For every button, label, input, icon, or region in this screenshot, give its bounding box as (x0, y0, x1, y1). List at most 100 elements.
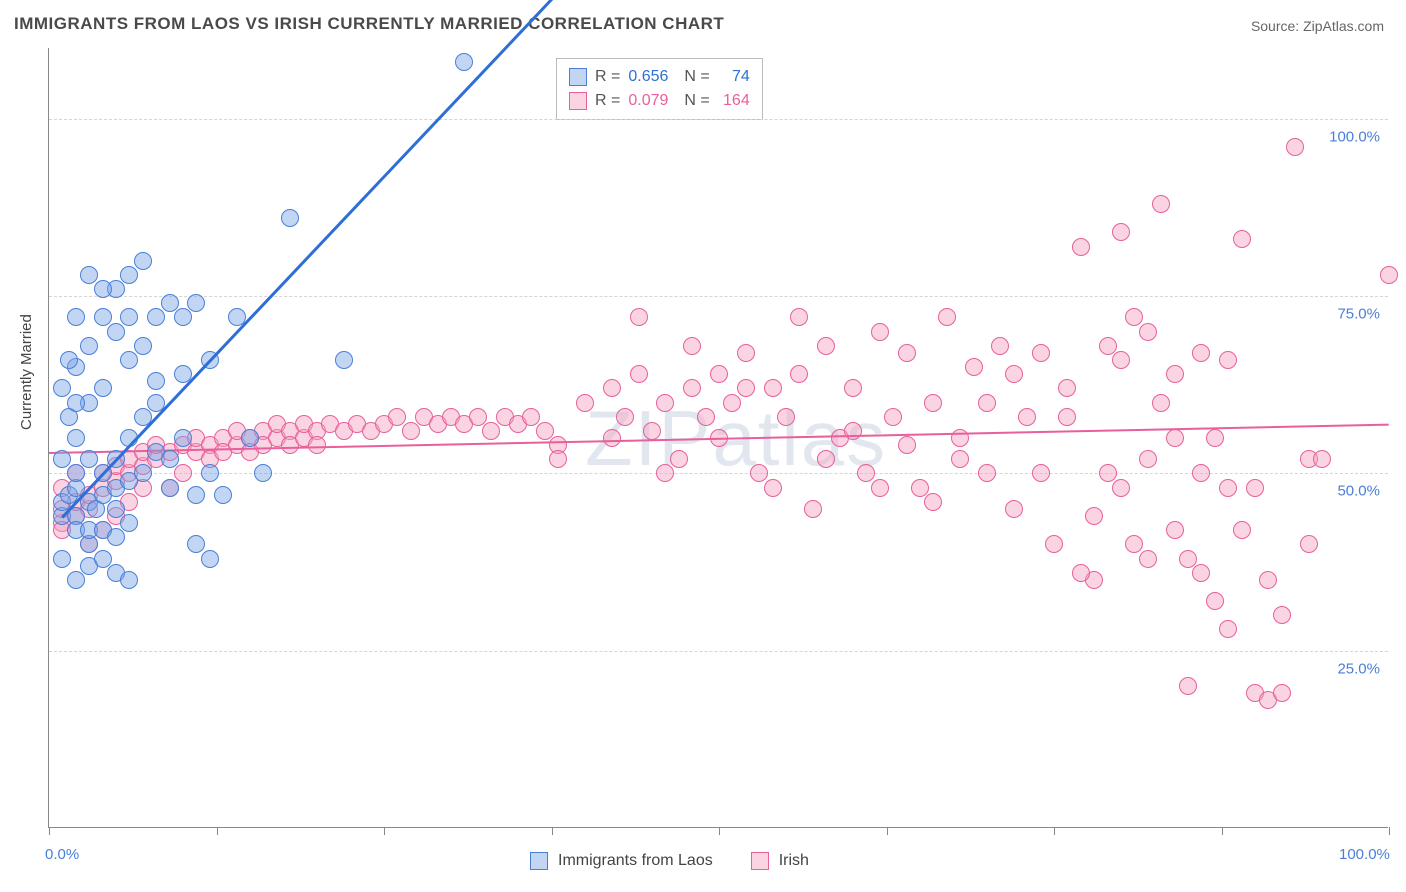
data-point (1125, 308, 1143, 326)
data-point (134, 337, 152, 355)
data-point (80, 266, 98, 284)
data-point (388, 408, 406, 426)
data-point (1206, 429, 1224, 447)
legend-label-laos: Immigrants from Laos (558, 852, 713, 870)
data-point (67, 571, 85, 589)
data-point (1259, 571, 1277, 589)
data-point (710, 365, 728, 383)
data-point (924, 394, 942, 412)
data-point (1179, 550, 1197, 568)
data-point (898, 436, 916, 454)
data-point (643, 422, 661, 440)
data-point (951, 450, 969, 468)
data-point (1246, 479, 1264, 497)
data-point (201, 550, 219, 568)
data-point (53, 379, 71, 397)
data-point (455, 53, 473, 71)
legend-swatch-irish (751, 852, 769, 870)
data-point (1032, 464, 1050, 482)
data-point (1139, 450, 1157, 468)
data-point (536, 422, 554, 440)
data-point (174, 429, 192, 447)
data-point (120, 308, 138, 326)
data-point (857, 464, 875, 482)
data-point (1179, 677, 1197, 695)
x-tick-label: 100.0% (1339, 846, 1390, 863)
data-point (764, 479, 782, 497)
data-point (1313, 450, 1331, 468)
data-point (1152, 394, 1170, 412)
data-point (201, 464, 219, 482)
data-point (1192, 464, 1210, 482)
data-point (1166, 365, 1184, 383)
data-point (1166, 429, 1184, 447)
data-point (737, 379, 755, 397)
data-point (616, 408, 634, 426)
data-point (161, 479, 179, 497)
stat-r-irish: 0.079 (628, 89, 668, 113)
x-tick (552, 827, 553, 835)
data-point (187, 294, 205, 312)
data-point (94, 550, 112, 568)
x-tick (719, 827, 720, 835)
data-point (817, 337, 835, 355)
y-tick-label: 75.0% (1337, 306, 1380, 323)
data-point (187, 486, 205, 504)
chart-title: IMMIGRANTS FROM LAOS VS IRISH CURRENTLY … (14, 14, 724, 34)
data-point (161, 450, 179, 468)
data-point (630, 365, 648, 383)
data-point (1219, 479, 1237, 497)
data-point (187, 535, 205, 553)
gridline (49, 119, 1388, 120)
data-point (67, 429, 85, 447)
data-point (1139, 323, 1157, 341)
data-point (576, 394, 594, 412)
data-point (80, 450, 98, 468)
stat-n-irish: 164 (718, 89, 750, 113)
data-point (965, 358, 983, 376)
data-point (1112, 351, 1130, 369)
data-point (1099, 337, 1117, 355)
stat-r-label-2: R = (595, 89, 620, 113)
legend-label-irish: Irish (779, 852, 809, 870)
data-point (683, 337, 701, 355)
data-point (1139, 550, 1157, 568)
data-point (1032, 344, 1050, 362)
data-point (656, 464, 674, 482)
data-point (1166, 521, 1184, 539)
data-point (603, 429, 621, 447)
data-point (1112, 223, 1130, 241)
data-point (750, 464, 768, 482)
data-point (723, 394, 741, 412)
data-point (1045, 535, 1063, 553)
data-point (549, 450, 567, 468)
bottom-legend: Immigrants from Laos Irish (530, 852, 809, 870)
data-point (94, 280, 112, 298)
gridline (49, 296, 1388, 297)
data-point (938, 308, 956, 326)
plot-area: ZIPatlas R = 0.656 N = 74 R = 0.079 N = … (48, 48, 1388, 828)
data-point (120, 266, 138, 284)
data-point (697, 408, 715, 426)
x-tick (887, 827, 888, 835)
data-point (871, 479, 889, 497)
data-point (120, 351, 138, 369)
data-point (281, 209, 299, 227)
data-point (1085, 507, 1103, 525)
data-point (1206, 592, 1224, 610)
data-point (603, 379, 621, 397)
data-point (1380, 266, 1398, 284)
chart-container: IMMIGRANTS FROM LAOS VS IRISH CURRENTLY … (0, 0, 1406, 892)
data-point (60, 351, 78, 369)
data-point (1072, 238, 1090, 256)
data-point (1152, 195, 1170, 213)
data-point (308, 436, 326, 454)
data-point (790, 365, 808, 383)
data-point (1018, 408, 1036, 426)
data-point (522, 408, 540, 426)
data-point (80, 337, 98, 355)
x-tick (1054, 827, 1055, 835)
y-axis-label: Currently Married (18, 314, 35, 430)
data-point (1099, 464, 1117, 482)
source-prefix: Source: (1251, 18, 1303, 34)
